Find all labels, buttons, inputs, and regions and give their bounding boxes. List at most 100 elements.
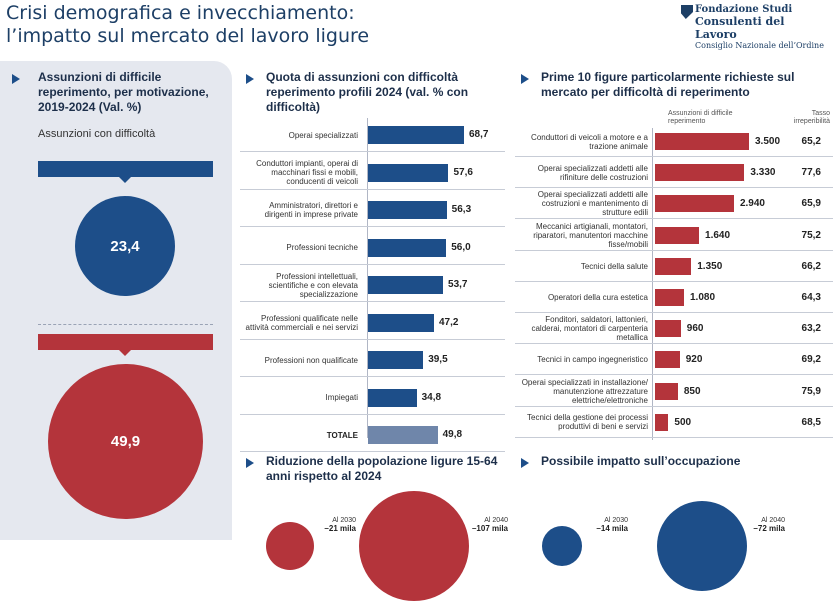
- section-title-top10: Prime 10 figure particolarmente richiest…: [541, 70, 795, 99]
- occupation-2040-circle: [656, 500, 748, 592]
- top10-bar: [655, 289, 684, 306]
- circle-band-red: [38, 334, 213, 350]
- quota-bar: [368, 201, 447, 219]
- top10-row: Tecnici della salute 1.350 66,2: [515, 251, 833, 282]
- top10-row: Operai specializzati in installazione/ m…: [515, 376, 833, 407]
- population-2030-value: –21 mila: [324, 524, 356, 533]
- top10-rate-value: 77,6: [801, 167, 821, 179]
- top10-row: Tecnici della gestione dei processi prod…: [515, 407, 833, 438]
- top10-rate-value: 65,2: [801, 136, 821, 147]
- top10-bar: [655, 351, 680, 369]
- quota-bar: [368, 388, 417, 407]
- section-arrow-icon: [521, 458, 529, 468]
- quota-row: Professioni non qualificate 39,5: [240, 343, 505, 377]
- top10-bar-value: 960: [686, 323, 704, 335]
- top10-bar: [655, 195, 734, 213]
- top10-bar-label: Operatori della cura estetica: [547, 293, 648, 302]
- top10-bar-value: 3.500: [755, 136, 781, 147]
- quota-bar-label: Professioni qualificate nelle attività c…: [245, 313, 358, 332]
- quota-bar-value: 56,3: [451, 204, 472, 215]
- top10-bar-value: 500: [674, 416, 692, 428]
- top10-bar: [655, 164, 745, 182]
- top10-bar-value: 3.330: [750, 167, 776, 179]
- quota-bar-value: 57,6: [453, 166, 473, 178]
- quota-bar-value: 53,7: [448, 279, 468, 290]
- col-header-hires: Assunzioni di difficile reperimento: [668, 110, 733, 125]
- top10-rate-value: 64,3: [801, 292, 821, 303]
- top10-bar-label: Conduttori di veicoli a motore e a trazi…: [531, 132, 648, 151]
- section-arrow-icon: [246, 74, 254, 84]
- top10-bar-label: Operai specializzati addetti alle costru…: [537, 190, 648, 218]
- band-pointer-navy: [119, 177, 131, 183]
- section-title-population: Riduzione della popolazione ligure 15-64…: [266, 454, 498, 483]
- quota-bar-value: 39,5: [428, 354, 448, 365]
- quota-bar: [368, 313, 434, 332]
- circle-value-2: 49,9: [48, 364, 203, 519]
- quota-bar-label: Conduttori impianti, operai di macchinar…: [256, 159, 358, 186]
- top10-bar-label: Operai specializzati in installazione/ m…: [521, 377, 648, 405]
- occupation-2040-value: –72 mila: [753, 524, 785, 533]
- top10-row: Fonditori, saldatori, lattonieri, calder…: [515, 313, 833, 345]
- top10-bar-value: 1.080: [690, 292, 716, 303]
- quota-row: Professioni qualificate nelle attività c…: [240, 306, 505, 340]
- top10-bar-label: Tecnici della gestione dei processi prod…: [527, 413, 648, 432]
- section-arrow-icon: [12, 74, 20, 84]
- occupation-2030-circle: [542, 526, 582, 566]
- logo-line-3: Consiglio Nazionale dell’Ordine: [695, 41, 824, 50]
- population-2040-when: Al 2040: [484, 517, 508, 524]
- top10-bar-value: 1.640: [705, 229, 731, 241]
- top10-rate-value: 65,9: [801, 198, 821, 210]
- circle-value-1: 23,4: [75, 196, 175, 296]
- quota-row: Amministratori, direttori e dirigenti in…: [240, 193, 505, 227]
- population-2030-circle: [265, 521, 315, 571]
- band-pointer-red: [119, 350, 131, 356]
- quota-row: Professioni intellettuali, scientifiche …: [240, 268, 505, 302]
- logo-line-2: Consulenti del Lavoro: [695, 15, 785, 41]
- population-2040-circle: [359, 491, 469, 601]
- top10-bar: [655, 257, 692, 275]
- circle-band-navy: [38, 161, 213, 177]
- top10-row: Meccanici artigianali, montatori, ripara…: [515, 220, 833, 251]
- page-title: Crisi demografica e invecchiamento: l’im…: [6, 2, 369, 48]
- top10-bar-label: Operai specializzati addetti alle rifini…: [537, 163, 648, 182]
- title-line-2: l’impatto sul mercato del lavoro ligure: [6, 25, 370, 47]
- quota-bar-label: Impiegati: [325, 393, 358, 402]
- top10-row: Operai specializzati addetti alle costru…: [515, 188, 833, 220]
- top10-rate-value: 75,9: [801, 385, 821, 397]
- top10-bar: [655, 226, 700, 244]
- quota-bar-value: 56,0: [451, 241, 471, 253]
- quota-bar-label: Professioni non qualificate: [264, 355, 358, 365]
- divider: [38, 324, 213, 325]
- title-line-1: Crisi demografica e invecchiamento:: [6, 2, 355, 24]
- section-subtitle: Assunzioni con difficoltà: [38, 128, 156, 140]
- quota-bar: [368, 238, 447, 257]
- quota-bar-value: 47,2: [438, 316, 459, 328]
- top10-bar-label: Tecnici in campo ingegneristico: [537, 355, 648, 365]
- section-arrow-icon: [246, 458, 254, 468]
- top10-bar: [655, 320, 681, 338]
- chart-axis-line: [367, 118, 368, 438]
- top10-row: Conduttori di veicoli a motore e a trazi…: [515, 126, 833, 157]
- quota-bar: [368, 351, 424, 369]
- quota-row: Impiegati 34,8: [240, 381, 505, 415]
- section-title-difficult-hiring: Assunzioni di difficile reperimento, per…: [38, 70, 209, 114]
- top10-bar: [655, 382, 678, 400]
- top10-bar-label: Fonditori, saldatori, lattonieri, calder…: [531, 315, 648, 343]
- logo: Fondazione Studi Consulenti del Lavoro C…: [681, 4, 825, 50]
- occupation-2030-label: Al 2030 –14 mila: [568, 517, 628, 534]
- population-2040-value: –107 mila: [471, 524, 508, 533]
- quota-row: Operai specializzati 68,7: [240, 118, 505, 152]
- col-header-rate: Tasso irreperibilità: [793, 110, 830, 125]
- quota-bar: [368, 126, 464, 144]
- top10-bar-value: 920: [685, 354, 703, 366]
- occupation-2040-label: Al 2040 –72 mila: [725, 517, 785, 534]
- quota-bar-label: Operai specializzati: [288, 130, 358, 140]
- top10-row: Tecnici in campo ingegneristico 920 69,2: [515, 344, 833, 376]
- population-2030-when: Al 2030: [332, 517, 356, 524]
- quota-bar: [368, 163, 449, 182]
- population-2040-label: Al 2040 –107 mila: [448, 517, 508, 534]
- quota-bar-label: TOTALE: [326, 430, 358, 440]
- top10-row: Operai specializzati addetti alle rifini…: [515, 157, 833, 189]
- quota-row: Conduttori impianti, operai di macchinar…: [240, 156, 505, 190]
- quota-row: TOTALE 49,8: [240, 418, 505, 452]
